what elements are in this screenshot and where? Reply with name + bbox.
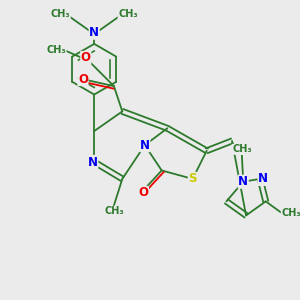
Text: CH₃: CH₃ [281, 208, 300, 218]
Text: N: N [140, 139, 150, 152]
Text: N: N [238, 175, 248, 188]
Text: S: S [188, 172, 197, 185]
Text: H: H [238, 144, 246, 154]
Text: O: O [138, 187, 148, 200]
Text: N: N [258, 172, 268, 185]
Text: CH₃: CH₃ [118, 9, 138, 20]
Text: O: O [81, 52, 91, 64]
Text: O: O [78, 73, 88, 85]
Text: CH₃: CH₃ [51, 9, 70, 20]
Text: CH₃: CH₃ [46, 44, 66, 55]
Text: N: N [89, 26, 99, 39]
Text: N: N [88, 155, 98, 169]
Text: CH₃: CH₃ [232, 144, 252, 154]
Text: CH₃: CH₃ [104, 206, 124, 216]
